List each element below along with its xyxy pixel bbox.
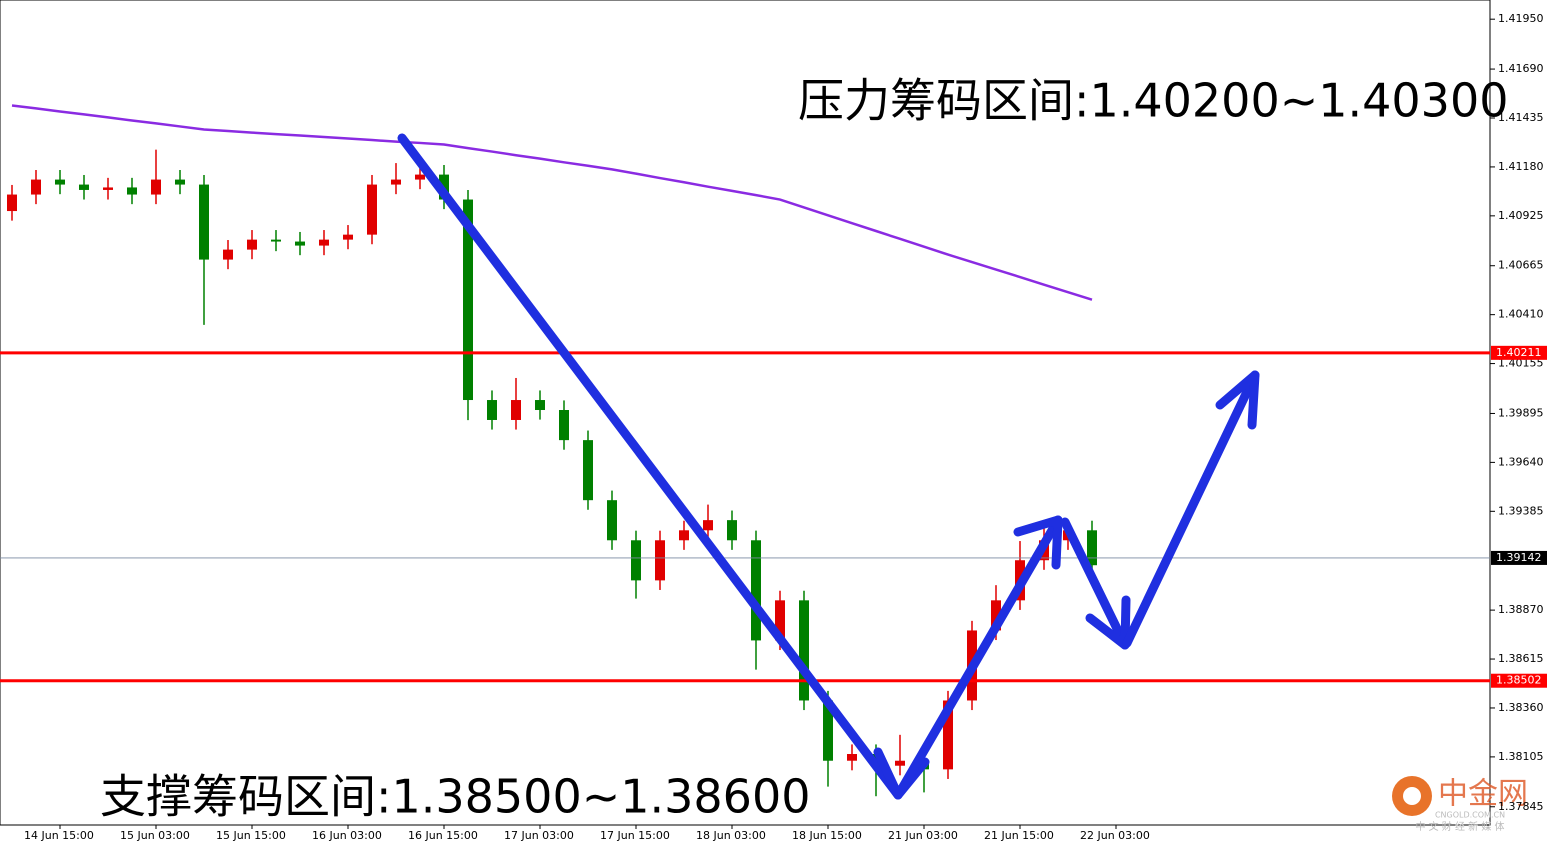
y-tick-label: 1.40410 xyxy=(1498,308,1544,321)
candle-body xyxy=(583,440,593,501)
arrow xyxy=(397,133,903,800)
candle-body xyxy=(703,520,713,531)
arrow-head xyxy=(1215,370,1260,430)
resistance-note: 压力筹码区间:1.40200~1.40300 xyxy=(798,74,1508,128)
candle-body xyxy=(775,600,785,641)
y-tick-label: 1.41690 xyxy=(1498,62,1544,75)
arrow xyxy=(895,515,1063,797)
y-tick-label: 1.40665 xyxy=(1498,259,1544,272)
y-tick-label: 1.38615 xyxy=(1498,652,1544,665)
candle-body xyxy=(991,600,1001,631)
watermark-site: CNGOLD.COM.CN xyxy=(1435,811,1505,820)
candle-body xyxy=(847,754,857,761)
y-tick-label: 1.38870 xyxy=(1498,603,1544,616)
x-tick-label: 18 Jun 15:00 xyxy=(792,829,862,842)
candle-body xyxy=(751,540,761,641)
candle-body xyxy=(535,400,545,411)
candle-body xyxy=(631,540,641,581)
y-tick-label: 1.38360 xyxy=(1498,701,1544,714)
y-tick-label: 1.39895 xyxy=(1498,406,1544,419)
candle-body xyxy=(295,241,305,246)
x-tick-label: 17 Jun 15:00 xyxy=(600,829,670,842)
level-label: 1.40211 xyxy=(1496,346,1542,359)
candle-body xyxy=(271,239,281,242)
candle-body xyxy=(679,530,689,541)
x-tick-label: 15 Jun 15:00 xyxy=(216,829,286,842)
y-tick-label: 1.40925 xyxy=(1498,209,1544,222)
watermark: 中金网 xyxy=(1438,777,1528,812)
arrow xyxy=(1060,517,1130,650)
candle-body xyxy=(55,179,65,185)
y-tick-label: 1.38105 xyxy=(1498,750,1544,763)
x-tick-label: 18 Jun 03:00 xyxy=(696,829,766,842)
candle-body xyxy=(487,400,497,420)
candle-body xyxy=(727,520,737,541)
candle-body xyxy=(7,194,17,212)
candle-body xyxy=(151,179,161,195)
candle-body xyxy=(223,249,233,260)
candle-body xyxy=(607,500,617,541)
candle-body xyxy=(823,700,833,761)
marks xyxy=(0,104,1490,797)
candle-body xyxy=(199,184,209,260)
candle-body xyxy=(559,410,569,441)
level-label-box xyxy=(1491,345,1547,360)
candle-body xyxy=(319,239,329,246)
x-tick-label: 21 Jun 15:00 xyxy=(984,829,1054,842)
candle-body xyxy=(31,179,41,195)
trend-arrows xyxy=(397,133,1260,800)
candle-body xyxy=(79,184,89,190)
logo xyxy=(1403,787,1421,805)
support-note: 支撑筹码区间:1.38500~1.38600 xyxy=(100,770,810,824)
arrow-head xyxy=(1013,515,1063,570)
candle-body xyxy=(367,184,377,235)
y-tick-label: 1.41435 xyxy=(1498,111,1544,124)
candle-body xyxy=(799,600,809,701)
candle-body xyxy=(343,234,353,240)
x-tick-label: 14 Jun 15:00 xyxy=(24,829,94,842)
candle-body xyxy=(511,400,521,420)
x-tick-label: 16 Jun 03:00 xyxy=(312,829,382,842)
watermark-slogan: 中 文 财 经 新 媒 体 xyxy=(1415,820,1504,833)
candle-body xyxy=(391,179,401,185)
arrow xyxy=(1122,370,1260,648)
y-tick-label: 1.39640 xyxy=(1498,455,1544,468)
moving-average xyxy=(11,104,1093,301)
candle-body xyxy=(895,760,905,766)
x-tick-label: 22 Jun 03:00 xyxy=(1080,829,1150,842)
y-tick-label: 1.39385 xyxy=(1498,504,1544,517)
level-label: 1.38502 xyxy=(1496,674,1542,687)
y-tick-label: 1.41180 xyxy=(1498,160,1544,173)
candle-body xyxy=(103,187,113,190)
candle-body xyxy=(463,199,473,401)
current-price-label: 1.39142 xyxy=(1496,551,1542,564)
candle-body xyxy=(655,540,665,581)
candle-body xyxy=(175,179,185,185)
candle-body xyxy=(247,239,257,250)
candle-body xyxy=(1087,530,1097,566)
x-tick-label: 15 Jun 03:00 xyxy=(120,829,190,842)
current-price-box xyxy=(1491,550,1547,565)
y-tick-label: 1.37845 xyxy=(1498,800,1544,813)
x-tick-label: 21 Jun 03:00 xyxy=(888,829,958,842)
y-tick-label: 1.41950 xyxy=(1498,12,1544,25)
candle-body xyxy=(943,700,953,770)
level-label-box xyxy=(1491,673,1547,688)
x-tick-label: 16 Jun 15:00 xyxy=(408,829,478,842)
x-tick-label: 17 Jun 03:00 xyxy=(504,829,574,842)
candle-body xyxy=(127,187,137,195)
candle-body xyxy=(415,174,425,180)
